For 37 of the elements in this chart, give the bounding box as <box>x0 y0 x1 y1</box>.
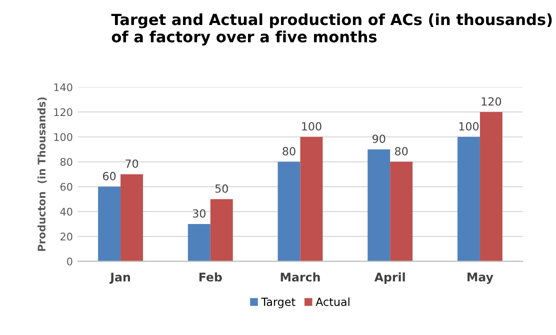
bar <box>188 224 210 262</box>
legend-label: Target <box>261 298 296 308</box>
data-label: 80 <box>395 147 408 156</box>
data-label: 90 <box>372 134 386 143</box>
y-tick-label: 120 <box>54 108 72 116</box>
y-tick-label: 140 <box>54 83 72 92</box>
bar <box>457 136 480 262</box>
y-axis-title: Producton (in Thousands) <box>37 97 47 251</box>
data-label: 120 <box>482 97 502 106</box>
y-tick-label: 0 <box>67 258 72 266</box>
y-tick-label: 60 <box>60 182 72 191</box>
data-label: 100 <box>302 122 322 131</box>
bar <box>390 162 413 262</box>
bar <box>120 174 143 262</box>
data-label: 70 <box>126 159 138 168</box>
x-tick-label: May <box>468 272 494 284</box>
bar <box>480 112 502 262</box>
y-tick-label: 20 <box>60 232 72 241</box>
x-tick-label: March <box>280 272 320 282</box>
bar <box>98 186 121 262</box>
bar <box>300 136 323 262</box>
y-tick-label: 80 <box>60 158 72 166</box>
bar <box>368 149 390 262</box>
x-tick-label: Feb <box>199 272 222 282</box>
legend-label: Actual <box>316 297 350 306</box>
x-tick-label: April <box>374 272 405 284</box>
x-tick-label: Jan <box>109 272 130 284</box>
bar <box>278 162 300 262</box>
data-label: 80 <box>282 147 296 156</box>
chart-title: Target and Actual production of ACs (in thousands) of a factory over a five months <box>111 13 552 46</box>
data-label: 30 <box>192 209 206 218</box>
data-label: 50 <box>215 184 228 193</box>
bar <box>210 199 233 262</box>
y-tick-label: 100 <box>54 133 72 141</box>
data-label: 60 <box>102 172 116 180</box>
data-label: 100 <box>459 122 479 131</box>
y-tick-label: 40 <box>60 208 72 216</box>
